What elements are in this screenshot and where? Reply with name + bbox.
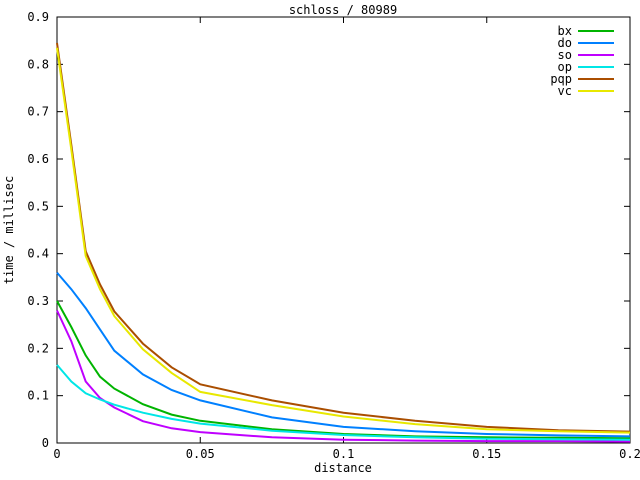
y-tick-label: 0.2: [27, 341, 49, 355]
y-tick-label: 0.4: [27, 247, 49, 261]
legend-label-so: so: [558, 48, 572, 62]
y-tick-label: 0: [42, 436, 49, 450]
x-axis-label: distance: [314, 461, 372, 475]
y-tick-label: 0.8: [27, 57, 49, 71]
tick-marks: [56, 16, 631, 444]
series-line-pqp: [56, 42, 631, 433]
legend-label-vc: vc: [558, 84, 572, 98]
y-tick-label: 0.9: [27, 10, 49, 24]
y-tick-label: 0.3: [27, 294, 49, 308]
legend-label-pqp: pqp: [550, 72, 572, 86]
x-tick-label: 0.15: [472, 447, 501, 461]
y-tick-label: 0.1: [27, 389, 49, 403]
x-tick-label: 0.1: [333, 447, 355, 461]
legend-label-op: op: [558, 60, 572, 74]
series-lines: [56, 42, 631, 443]
x-tick-label: 0.2: [619, 447, 640, 461]
y-tick-label: 0.6: [27, 152, 49, 166]
legend-label-bx: bx: [558, 24, 572, 38]
legend-label-do: do: [558, 36, 572, 50]
plot-frame: [56, 16, 631, 444]
y-tick-label: 0.5: [27, 199, 49, 213]
series-line-bx: [56, 300, 631, 440]
chart-title: schloss / 80989: [289, 3, 397, 17]
x-tick-label: 0: [53, 447, 60, 461]
y-axis-label: time / millisec: [2, 176, 16, 284]
series-line-vc: [56, 47, 631, 434]
tick-labels: 0 0.05 0.1 0.15 0.2 0 0.1 0.2 0.3 0.4 0.5 0.6 0.7 0.8…: [27, 10, 640, 461]
series-line-op: [56, 364, 631, 441]
series-line-do: [56, 271, 631, 438]
y-tick-label: 0.7: [27, 105, 49, 119]
x-tick-label: 0.05: [186, 447, 215, 461]
series-line-so: [56, 310, 631, 443]
